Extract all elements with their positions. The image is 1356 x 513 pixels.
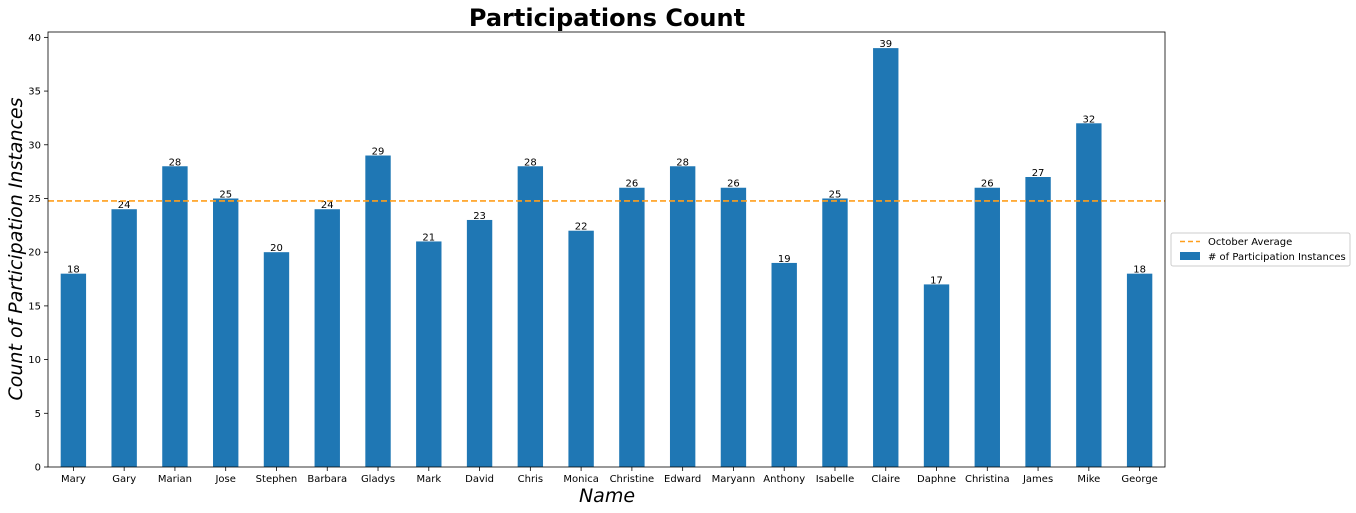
bar xyxy=(314,209,340,467)
bar xyxy=(974,187,1000,468)
bar xyxy=(517,166,544,467)
x-tick-label: Anthony xyxy=(763,474,805,485)
bar xyxy=(568,230,594,467)
y-tick-label: 40 xyxy=(28,33,41,44)
data-label: 18 xyxy=(67,265,80,276)
data-label: 39 xyxy=(879,39,892,50)
legend-label-bars: # of Participation Instances xyxy=(1208,252,1346,263)
data-label: 32 xyxy=(1082,114,1095,125)
y-tick-label: 35 xyxy=(28,87,41,98)
x-tick-label: Chris xyxy=(518,474,543,485)
data-label: 26 xyxy=(727,179,740,190)
data-label: 26 xyxy=(626,179,639,190)
data-label: 29 xyxy=(372,147,385,158)
bar xyxy=(1126,273,1153,467)
legend-box xyxy=(1170,232,1351,267)
x-tick-label: George xyxy=(1121,474,1157,485)
data-label: 24 xyxy=(321,200,334,211)
data-label: 18 xyxy=(1133,265,1146,276)
bar xyxy=(365,155,391,467)
data-label: 22 xyxy=(575,222,588,233)
x-tick-label: Edward xyxy=(664,474,701,485)
bar xyxy=(771,262,797,467)
x-tick-label: Daphne xyxy=(917,474,956,485)
legend-label-average: October Average xyxy=(1208,237,1292,248)
data-label: 23 xyxy=(473,211,486,222)
bar xyxy=(416,241,442,467)
y-tick-label: 25 xyxy=(28,194,41,205)
bar xyxy=(923,284,950,467)
data-label: 27 xyxy=(1032,168,1045,179)
data-label: 28 xyxy=(524,157,537,168)
plot-frame xyxy=(47,31,1166,468)
x-tick-label: Christine xyxy=(610,474,655,485)
y-tick-label: 30 xyxy=(28,140,41,151)
data-label: 28 xyxy=(676,157,689,168)
x-tick-label: Isabelle xyxy=(816,474,855,485)
data-label: 21 xyxy=(422,232,435,243)
x-tick-label: Gary xyxy=(112,474,136,485)
x-tick-label: Marian xyxy=(158,474,192,485)
y-tick-label: 0 xyxy=(35,463,41,474)
x-tick-label: Mark xyxy=(416,474,441,485)
y-tick-label: 10 xyxy=(28,355,41,366)
x-tick-label: Mary xyxy=(61,474,86,485)
chart-title: Participations Count xyxy=(469,4,745,32)
data-label: 20 xyxy=(270,243,283,254)
bar xyxy=(111,209,137,467)
bar xyxy=(619,187,645,468)
y-axis-label: Count of Participation Instances xyxy=(5,97,27,400)
bar xyxy=(60,273,87,467)
x-tick-label: Mike xyxy=(1077,474,1100,485)
bar xyxy=(213,198,239,467)
x-tick-label: Jose xyxy=(214,474,235,485)
x-tick-label: Stephen xyxy=(256,474,298,485)
bar xyxy=(1076,123,1102,467)
bar xyxy=(720,187,747,468)
data-label: 24 xyxy=(118,200,131,211)
x-tick-label: Gladys xyxy=(361,474,395,485)
x-tick-label: Barbara xyxy=(307,474,347,485)
data-label: 28 xyxy=(169,157,182,168)
data-label: 26 xyxy=(981,179,994,190)
data-label: 19 xyxy=(778,254,791,265)
data-label: 17 xyxy=(930,275,943,286)
x-tick-label: Maryann xyxy=(712,474,756,485)
bar xyxy=(263,252,290,467)
data-label: 25 xyxy=(829,189,842,200)
x-tick-label: Claire xyxy=(871,474,900,485)
data-label: 25 xyxy=(219,189,232,200)
x-tick-label: Christina xyxy=(965,474,1010,485)
x-tick-label: James xyxy=(1022,474,1053,485)
x-tick-label: Monica xyxy=(563,474,599,485)
plot-area: 18 24 28 25 20 24 29 21 23 28 22 26 28 26 19 25 39 17 26 27… xyxy=(48,39,1165,468)
y-tick-label: 20 xyxy=(28,248,41,259)
bar xyxy=(822,198,848,467)
bar xyxy=(466,219,493,467)
legend-swatch-bars xyxy=(1180,252,1200,260)
legend: October Average # of Participation Insta… xyxy=(1170,232,1351,267)
bar xyxy=(1025,177,1051,467)
bar xyxy=(873,48,899,467)
y-tick-label: 15 xyxy=(28,301,41,312)
x-axis-label: Name xyxy=(579,485,635,507)
x-tick-label: David xyxy=(465,474,494,485)
bar xyxy=(669,166,696,467)
bar xyxy=(162,166,188,467)
y-tick-label: 5 xyxy=(35,409,41,420)
